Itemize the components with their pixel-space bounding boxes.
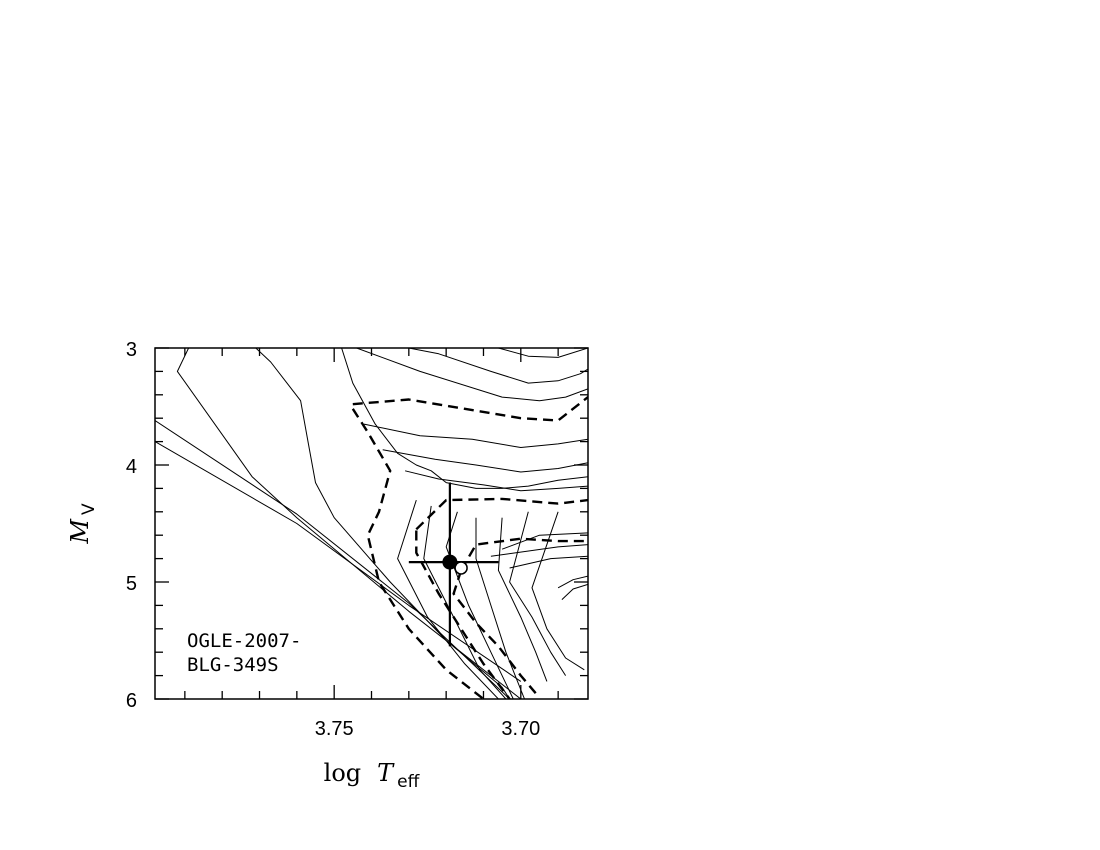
solid-curve-14 — [475, 517, 525, 699]
dashed-curve-24 — [351, 408, 485, 699]
solid-curve-21 — [557, 575, 588, 589]
target-star — [408, 482, 499, 647]
data-point — [442, 554, 458, 570]
solid-curve-8 — [363, 423, 588, 448]
solid-curve-10 — [404, 470, 588, 492]
solid-curve-5 — [498, 348, 588, 358]
isochrone-curves — [155, 348, 588, 699]
solid-curve-2 — [176, 348, 522, 699]
dashed-curve-27 — [460, 537, 588, 571]
solid-curve-20 — [509, 555, 588, 569]
open-circle-marker — [454, 561, 468, 575]
solid-curve-22 — [561, 583, 588, 600]
annotation-line-2: BLG-349S — [187, 654, 279, 676]
x-tick-label: 3.70 — [501, 718, 540, 740]
dashed-curve-23 — [352, 396, 588, 422]
solid-curve-17 — [531, 511, 585, 671]
solid-curve-16 — [509, 511, 567, 676]
y-tick-label: 6 — [126, 690, 137, 712]
solid-curve-12 — [423, 505, 507, 699]
solid-curve-3 — [255, 348, 511, 699]
axis-ticks — [155, 347, 588, 700]
solid-curve-9 — [382, 449, 588, 473]
x-axis-label-sub: eff — [397, 772, 420, 792]
svg-text:M V: M V — [66, 503, 99, 545]
dashed-curve-28 — [452, 569, 537, 694]
x-axis-label: log T eff — [324, 759, 421, 792]
dashed-curve-25 — [415, 497, 588, 531]
annotation-line-1: OGLE-2007- — [187, 630, 301, 652]
solid-curve-6 — [408, 348, 588, 384]
y-axis-label: M V — [66, 503, 99, 545]
solid-curve-15 — [497, 517, 548, 682]
solid-curve-19 — [501, 532, 588, 550]
solid-curve-4 — [341, 348, 588, 489]
solid-curve-11 — [397, 499, 499, 699]
solid-curve-18 — [490, 544, 588, 557]
x-tick-label: 3.75 — [315, 718, 354, 740]
x-axis-label-prefix: log — [324, 759, 362, 787]
y-axis-label-var: M — [66, 518, 94, 545]
x-axis-label-var: T — [377, 759, 395, 787]
y-tick-label: 4 — [126, 456, 137, 478]
y-tick-label: 3 — [126, 339, 137, 361]
tick-labels: 3.75 3.70 3 4 5 6 — [126, 339, 540, 740]
y-tick-label: 5 — [126, 573, 137, 595]
solid-curve-7 — [356, 348, 588, 402]
y-axis-label-sub: V — [79, 503, 99, 515]
